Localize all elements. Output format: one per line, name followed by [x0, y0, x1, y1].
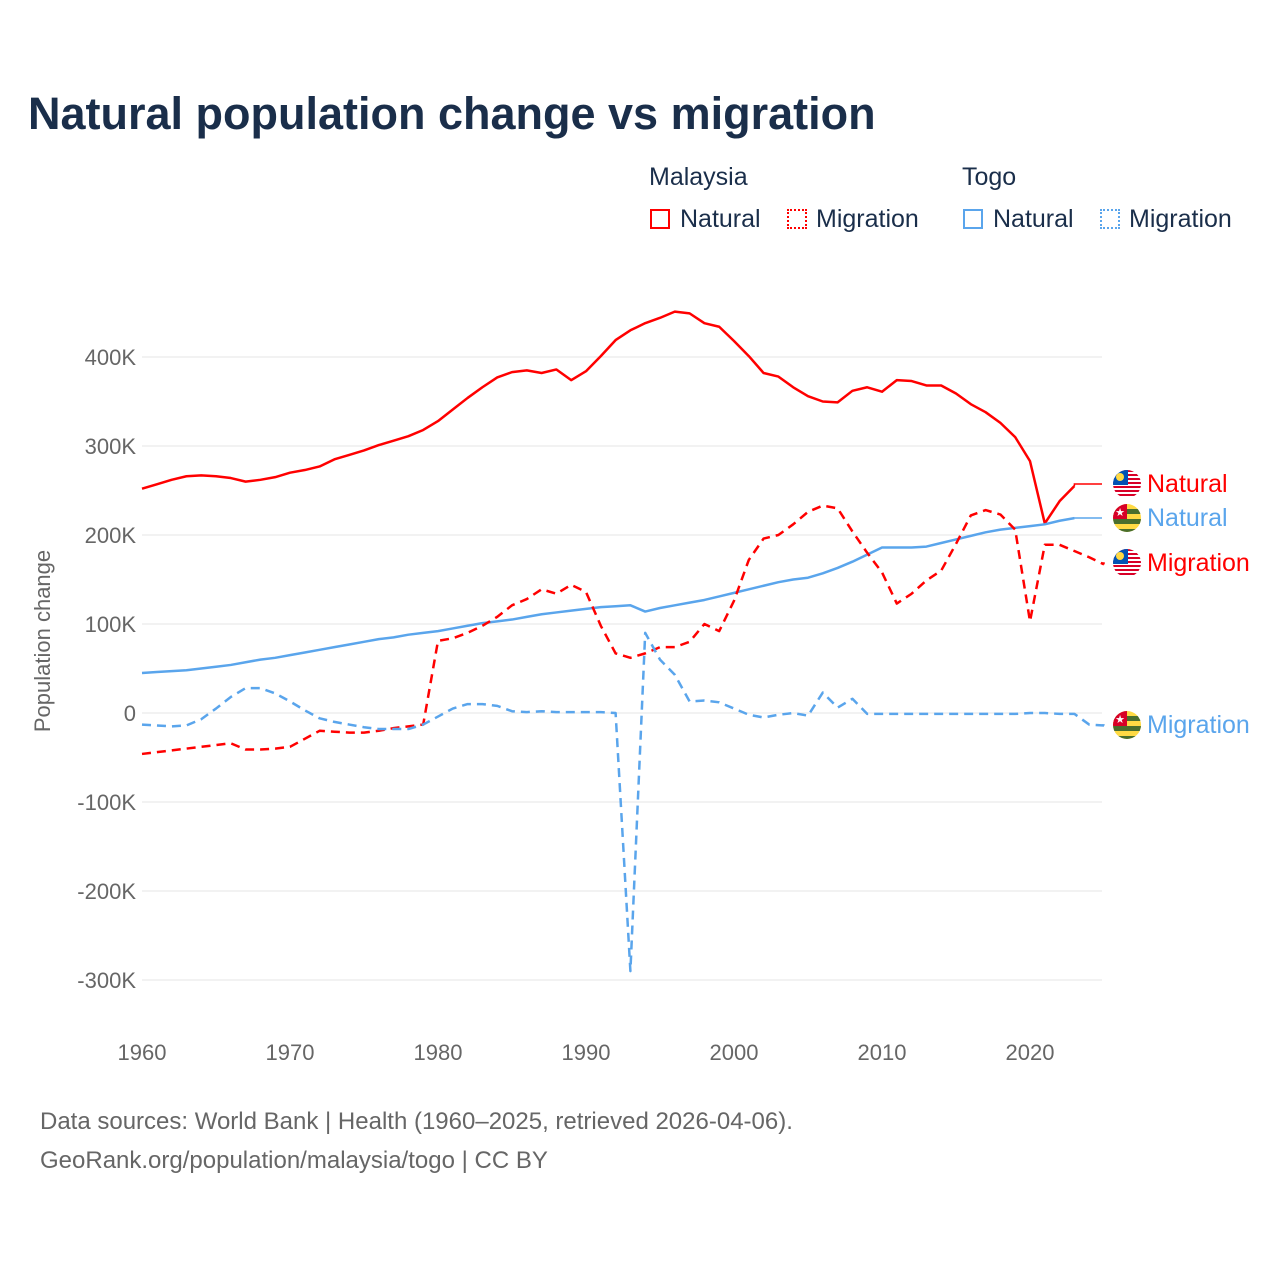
legend-togo-migration[interactable]: Migration [1129, 205, 1232, 233]
series-line-malaysia-migration [141, 504, 1105, 756]
x-tick-label: 1980 [414, 1040, 463, 1065]
y-tick-label: -200K [77, 879, 136, 904]
chart-title: Natural population change vs migration [28, 88, 876, 139]
end-label-malaysia-migration: Migration [1147, 549, 1250, 577]
x-tick-label: 1970 [266, 1040, 315, 1065]
end-label-togo-migration: Migration [1147, 711, 1250, 739]
series-line-malaysia-natural [141, 310, 1076, 525]
y-tick-label: 200K [85, 523, 137, 548]
legend-swatch-malaysia-natural[interactable] [650, 209, 670, 229]
malaysia-flag-icon [1113, 549, 1141, 577]
legend-group-malaysia: Malaysia [649, 163, 748, 191]
y-tick-label: 100K [85, 612, 137, 637]
x-tick-label: 1960 [118, 1040, 167, 1065]
end-label-togo-natural: Natural [1147, 504, 1228, 532]
svg-text:★: ★ [1115, 714, 1125, 726]
y-tick-label: 300K [85, 434, 137, 459]
y-tick-label: -100K [77, 790, 136, 815]
y-axis-label: Population change [30, 550, 55, 732]
legend-group-togo: Togo [962, 163, 1017, 191]
y-tick-label: 400K [85, 345, 137, 370]
footer-attribution: GeoRank.org/population/malaysia/togo | C… [40, 1147, 548, 1174]
svg-text:★: ★ [1115, 507, 1125, 519]
y-tick-label: 0 [124, 701, 136, 726]
legend-swatch-togo-natural[interactable] [963, 209, 983, 229]
togo-flag-icon: ★ [1113, 504, 1141, 532]
legend-swatch-togo-migration[interactable] [1100, 209, 1120, 229]
x-tick-label: 2000 [710, 1040, 759, 1065]
legend-malaysia-natural[interactable]: Natural [680, 205, 761, 233]
end-label-malaysia-natural: Natural [1147, 470, 1228, 498]
legend-togo-natural[interactable]: Natural [993, 205, 1074, 233]
leader-line [1073, 483, 1102, 487]
legend-swatch-malaysia-migration[interactable] [787, 209, 807, 229]
x-tick-label: 1990 [562, 1040, 611, 1065]
series-line-togo-natural [141, 516, 1075, 675]
malaysia-flag-icon [1113, 470, 1141, 498]
x-tick-label: 2010 [858, 1040, 907, 1065]
togo-flag-icon: ★ [1113, 711, 1141, 739]
footer-source: Data sources: World Bank | Health (1960–… [40, 1108, 793, 1135]
legend-malaysia-migration[interactable]: Migration [816, 205, 919, 233]
x-tick-label: 2020 [1006, 1040, 1055, 1065]
y-tick-label: -300K [77, 968, 136, 993]
